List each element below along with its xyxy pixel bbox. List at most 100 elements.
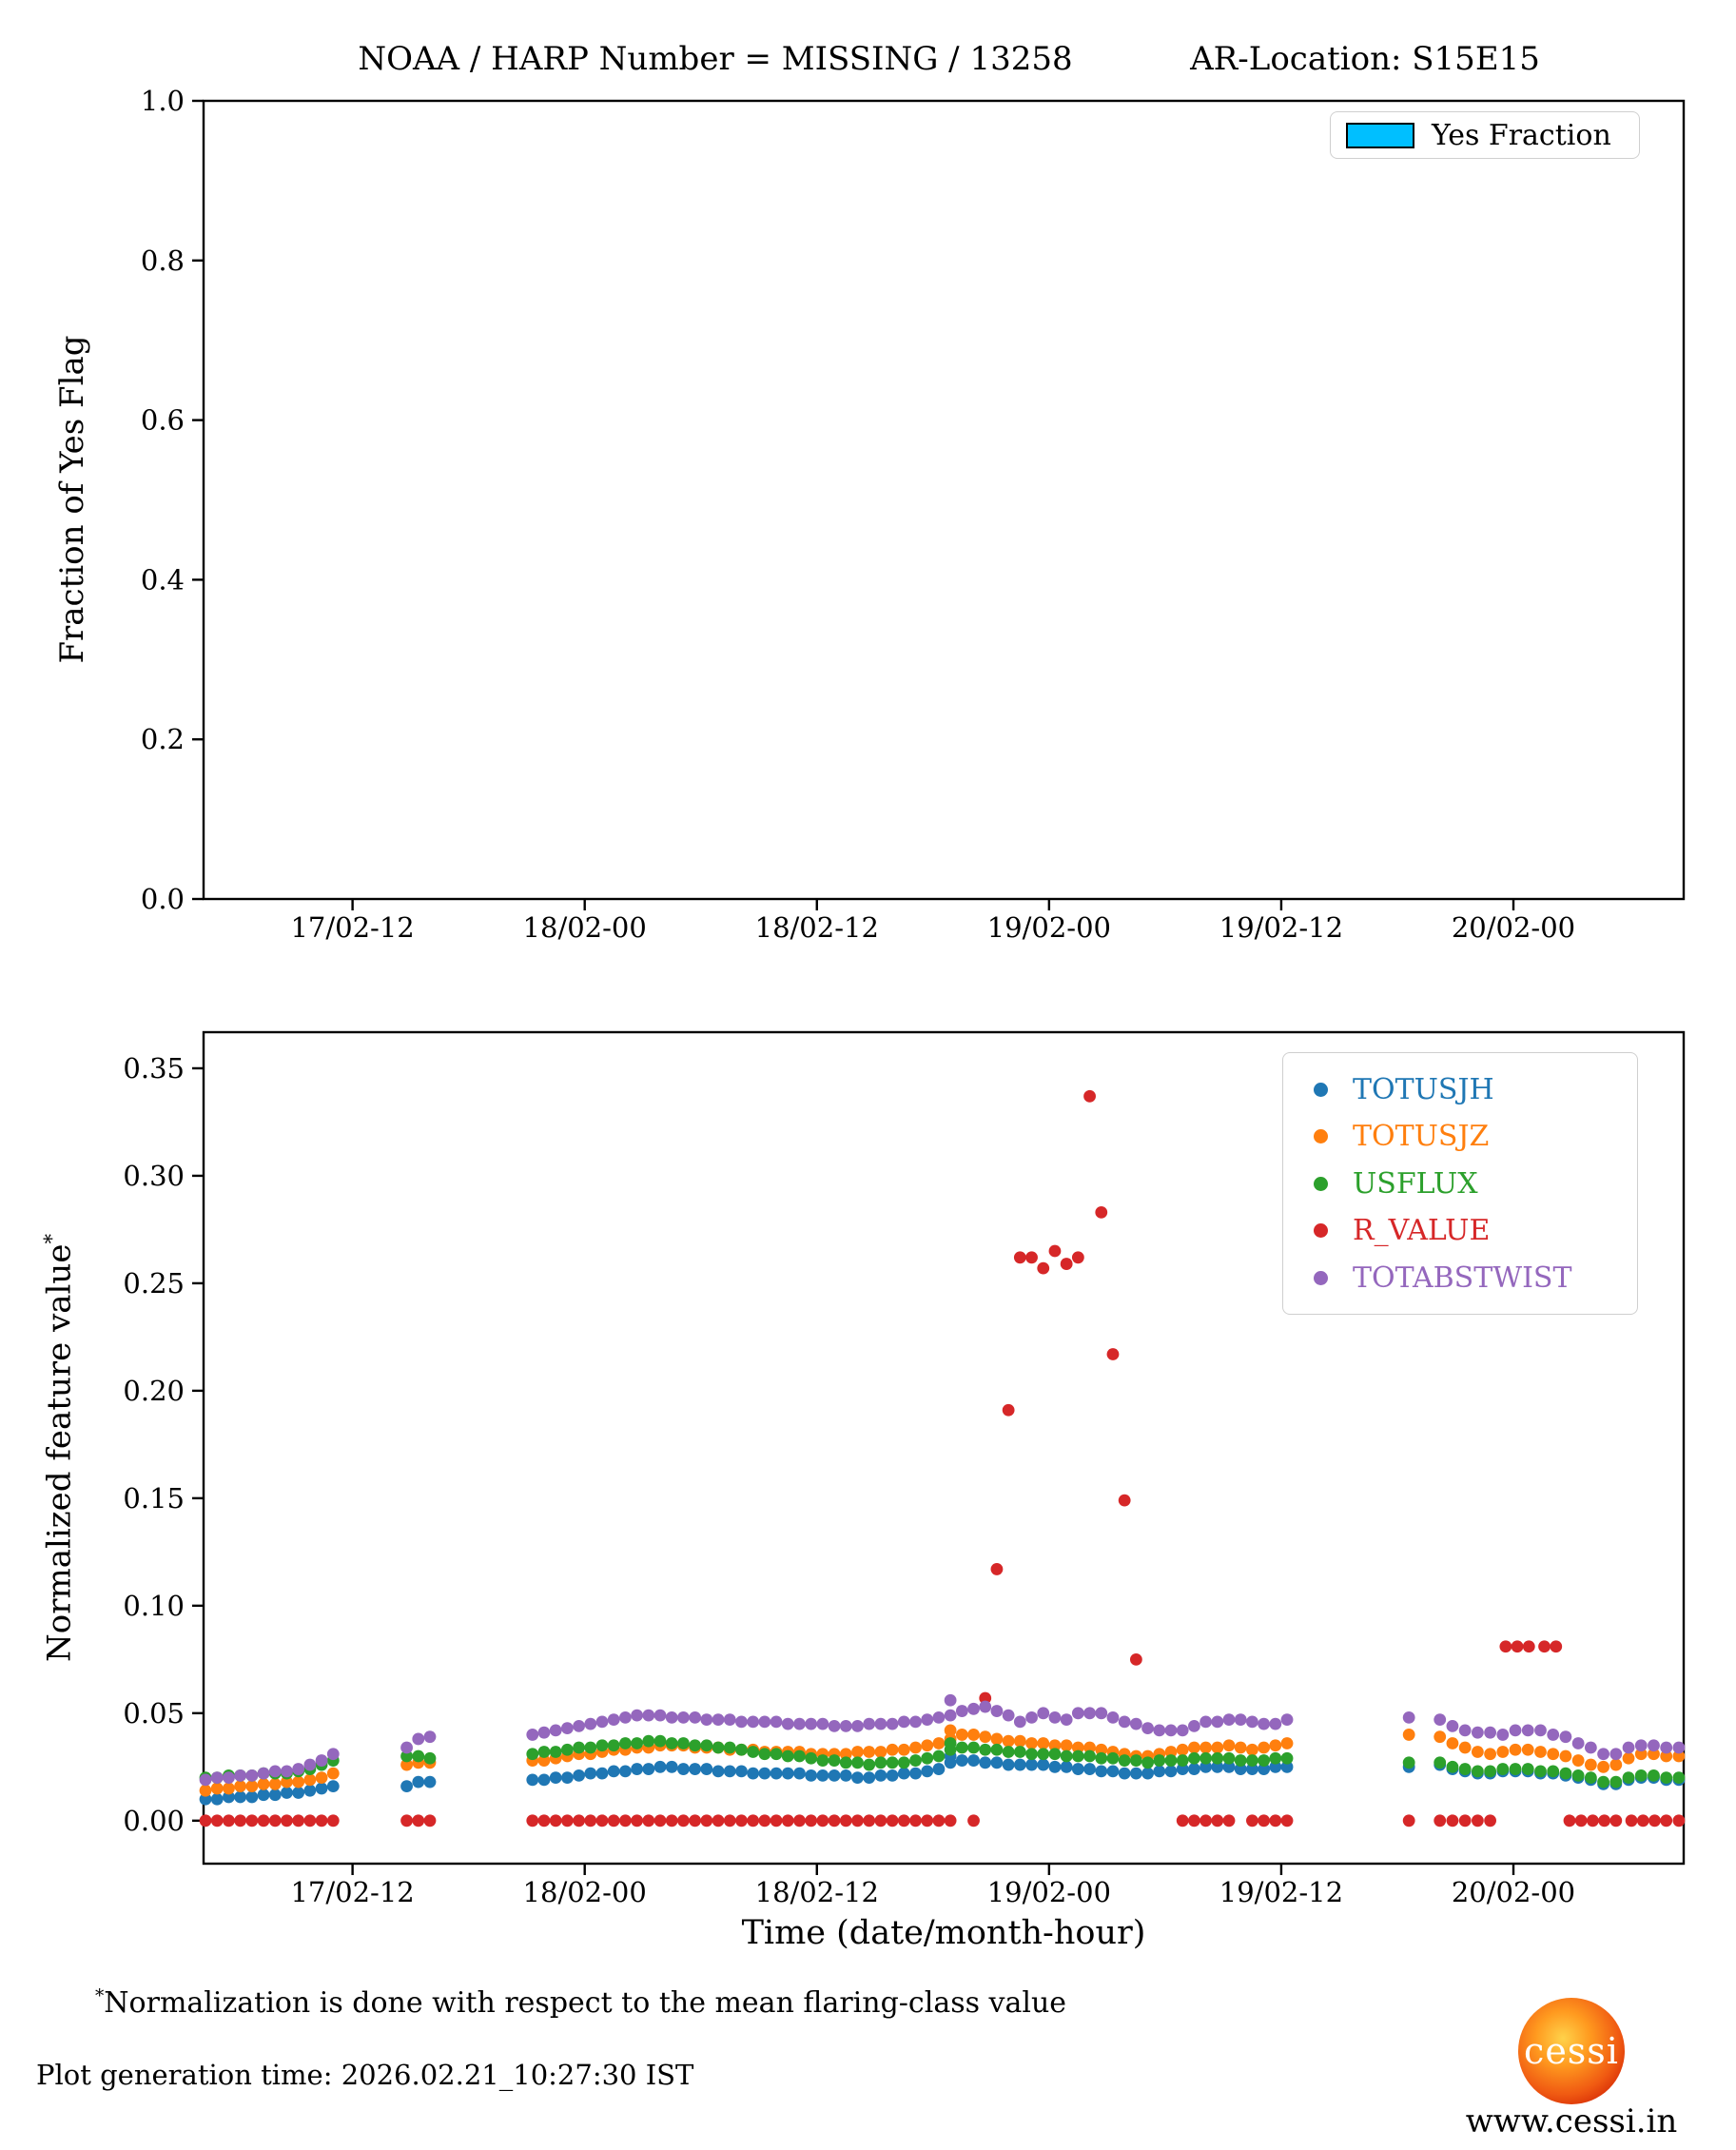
data-point-TOTUSJZ xyxy=(223,1782,235,1795)
data-point-USFLUX xyxy=(805,1751,818,1765)
bottom-plot-y-tick-label: 0.20 xyxy=(123,1375,185,1407)
legend-entry-R_VALUE[interactable]: R_VALUE xyxy=(1283,1214,1637,1247)
bottom-plot-y-tick-label: 0.00 xyxy=(123,1805,185,1837)
cessi-website-link[interactable]: www.cessi.in xyxy=(1465,2102,1678,2140)
data-point-TOTUSJZ xyxy=(967,1729,980,1741)
bottom-plot-frame xyxy=(202,1030,1686,1866)
data-point-TOTABSTWIST xyxy=(1280,1713,1294,1727)
data-point-TOTUSJH xyxy=(292,1787,305,1799)
data-point-TOTABSTWIST xyxy=(1471,1726,1484,1739)
data-point-R_VALUE xyxy=(526,1814,539,1828)
data-point-USFLUX xyxy=(967,1741,980,1754)
data-point-TOTABSTWIST xyxy=(1200,1715,1213,1729)
data-point-R_VALUE xyxy=(1246,1814,1258,1828)
data-point-USFLUX xyxy=(874,1756,888,1769)
data-point-TOTUSJH xyxy=(1211,1760,1224,1773)
data-point-TOTABSTWIST xyxy=(1025,1710,1038,1724)
bottom-plot-x-tick-label: 17/02-12 xyxy=(290,1876,414,1908)
data-point-TOTUSJZ xyxy=(874,1746,888,1758)
data-point-USFLUX xyxy=(1071,1749,1084,1763)
data-point-TOTABSTWIST xyxy=(1071,1707,1084,1720)
data-point-USFLUX xyxy=(1496,1763,1510,1775)
bottom-plot-axes: 0.00 0.05 0.10 0.15 0.20 0.25 0.30 0.35 17/02-12… xyxy=(123,1030,1686,1908)
data-point-USFLUX xyxy=(1118,1754,1131,1767)
data-point-TOTUSJH xyxy=(793,1767,806,1780)
data-point-TOTABSTWIST xyxy=(944,1709,957,1722)
data-point-TOTABSTWIST xyxy=(921,1713,934,1727)
data-point-TOTUSJZ xyxy=(1509,1743,1522,1756)
x-axis-label: Time (date/month-hour) xyxy=(741,1914,1146,1952)
bottom-y-axis-label: Normalized feature value* xyxy=(39,1234,78,1662)
data-point-TOTUSJH xyxy=(281,1787,293,1799)
legend-entry-USFLUX[interactable]: USFLUX xyxy=(1283,1167,1637,1201)
data-point-TOTUSJH xyxy=(886,1769,899,1782)
data-point-TOTABSTWIST xyxy=(292,1763,305,1775)
data-point-R_VALUE xyxy=(1280,1814,1294,1828)
data-point-USFLUX xyxy=(863,1758,876,1771)
data-point-R_VALUE xyxy=(1002,1403,1015,1417)
data-point-USFLUX xyxy=(1037,1748,1050,1761)
data-point-USFLUX xyxy=(758,1748,771,1761)
bottom-y-axis-label-asterisk: * xyxy=(39,1234,64,1244)
data-point-TOTABSTWIST xyxy=(909,1715,922,1729)
data-point-TOTABSTWIST xyxy=(1211,1715,1224,1729)
data-point-TOTABSTWIST xyxy=(1434,1713,1447,1727)
data-point-R_VALUE xyxy=(210,1814,224,1828)
data-point-R_VALUE xyxy=(1222,1814,1236,1828)
data-point-TOTABSTWIST xyxy=(234,1769,247,1782)
data-point-TOTABSTWIST xyxy=(839,1719,852,1732)
data-point-USFLUX xyxy=(1188,1751,1200,1765)
bottom-y-axis-label-text: Normalized feature value xyxy=(40,1243,79,1662)
data-point-TOTABSTWIST xyxy=(223,1771,235,1785)
data-point-R_VALUE xyxy=(281,1814,293,1828)
data-point-R_VALUE xyxy=(1499,1640,1512,1653)
data-point-TOTABSTWIST xyxy=(700,1713,713,1727)
data-point-R_VALUE xyxy=(1071,1251,1084,1264)
data-point-USFLUX xyxy=(423,1751,437,1765)
data-point-TOTUSJH xyxy=(1002,1758,1015,1771)
top-plot-y-tick-label: 0.4 xyxy=(141,563,185,596)
data-point-TOTUSJZ xyxy=(944,1724,957,1737)
data-point-TOTABSTWIST xyxy=(747,1715,760,1729)
data-point-TOTUSJH xyxy=(315,1782,328,1795)
data-point-R_VALUE xyxy=(1402,1814,1415,1828)
top-plot-y-tick-label: 0.8 xyxy=(141,244,185,277)
data-point-USFLUX xyxy=(400,1749,413,1763)
bottom-plot-y-tick-label: 0.35 xyxy=(123,1052,185,1085)
data-point-USFLUX xyxy=(1060,1749,1073,1763)
data-point-TOTUSJH xyxy=(1118,1767,1131,1780)
data-point-TOTUSJZ xyxy=(1188,1741,1200,1754)
data-point-TOTUSJH xyxy=(1013,1758,1026,1771)
data-point-USFLUX xyxy=(584,1741,597,1754)
data-point-TOTUSJZ xyxy=(863,1746,876,1758)
data-point-R_VALUE xyxy=(1484,1814,1497,1828)
data-point-TOTUSJZ xyxy=(1060,1739,1073,1752)
data-point-TOTABSTWIST xyxy=(1402,1710,1415,1724)
data-point-TOTUSJH xyxy=(584,1767,597,1780)
data-point-USFLUX xyxy=(1534,1765,1547,1778)
data-point-R_VALUE xyxy=(1200,1814,1213,1828)
data-point-USFLUX xyxy=(1571,1769,1585,1782)
data-point-TOTUSJZ xyxy=(268,1777,282,1790)
data-point-TOTUSJZ xyxy=(1258,1741,1271,1754)
data-point-TOTUSJZ xyxy=(1164,1746,1178,1758)
data-point-TOTUSJZ xyxy=(245,1780,259,1793)
data-point-TOTUSJH xyxy=(199,1792,212,1806)
data-point-TOTUSJZ xyxy=(1083,1741,1096,1754)
data-point-TOTUSJH xyxy=(537,1773,551,1787)
data-point-USFLUX xyxy=(886,1756,899,1769)
data-point-TOTABSTWIST xyxy=(1534,1724,1547,1737)
data-point-R_VALUE xyxy=(921,1814,934,1828)
data-point-TOTUSJH xyxy=(1246,1763,1258,1775)
legend-entry-TOTABSTWIST[interactable]: TOTABSTWIST xyxy=(1283,1261,1637,1295)
data-point-TOTUSJH xyxy=(560,1771,574,1785)
data-point-USFLUX xyxy=(549,1746,562,1758)
data-point-TOTABSTWIST xyxy=(793,1717,806,1730)
bottom-plot-y-tick-label: 0.25 xyxy=(123,1267,185,1300)
data-point-USFLUX xyxy=(619,1737,632,1749)
data-point-TOTUSJH xyxy=(967,1754,980,1767)
data-point-R_VALUE xyxy=(1048,1244,1062,1258)
legend-entry-TOTUSJH[interactable]: TOTUSJH xyxy=(1283,1073,1637,1106)
data-point-USFLUX xyxy=(944,1737,957,1749)
legend-entry-TOTUSJZ[interactable]: TOTUSJZ xyxy=(1283,1120,1637,1153)
